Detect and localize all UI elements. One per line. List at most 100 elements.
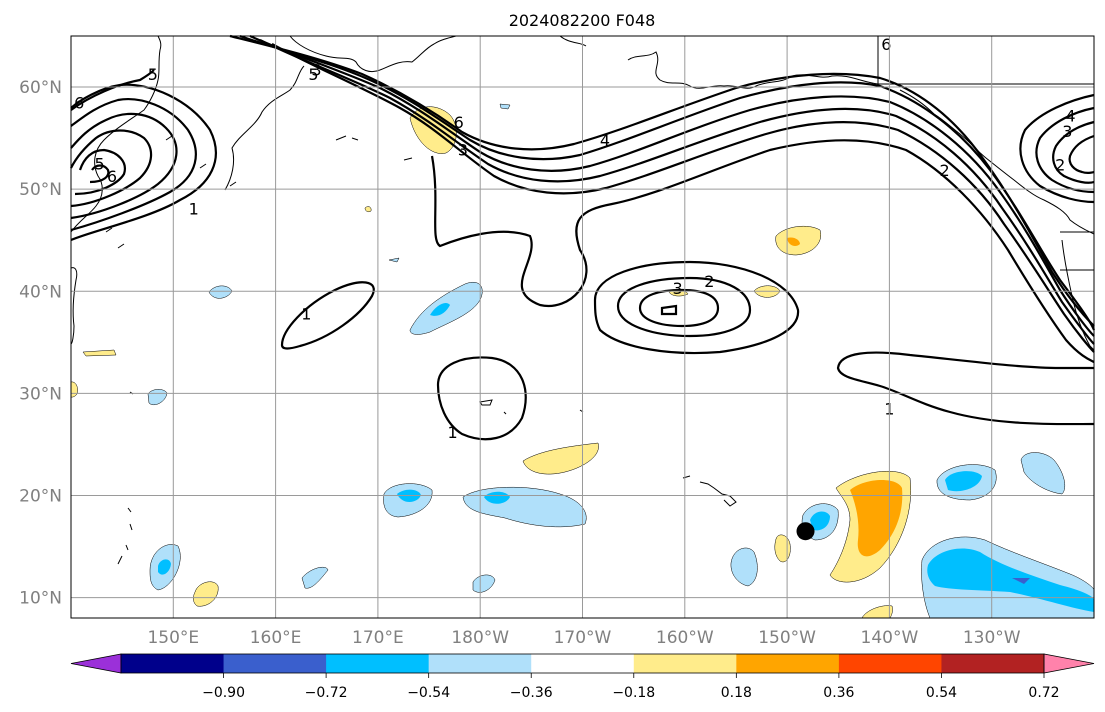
colorbar-segment — [838, 654, 942, 673]
colorbar-segment — [428, 654, 532, 673]
location-marker — [796, 522, 815, 541]
lat-lon-grid — [71, 36, 1094, 618]
chukotka-coast — [379, 35, 457, 71]
contour-label: 3 — [673, 279, 683, 298]
colorbar-tick-label: 0.18 — [721, 685, 752, 701]
colorbar-segment — [223, 654, 327, 673]
colorbar-tick-label: 0.72 — [1028, 685, 1059, 701]
contour-label: 2 — [940, 161, 950, 180]
contour-line — [280, 281, 375, 350]
negative-anomaly-core — [484, 491, 510, 504]
colorbar-extend-low — [70, 653, 122, 674]
contour-label: 6 — [881, 35, 891, 54]
map-title: 2024082200 F048 — [509, 11, 656, 30]
contour-line — [70, 83, 217, 242]
mariana-islands — [117, 507, 133, 565]
contour-line — [249, 34, 1095, 337]
kamchatka-peninsula-coast — [224, 65, 305, 191]
lon-label: 150°E — [147, 628, 199, 648]
contour-label: 4 — [1065, 107, 1075, 126]
lat-label: 60°N — [19, 78, 62, 98]
contour-line — [616, 276, 752, 338]
contour-line — [1068, 134, 1095, 174]
colorbar-segment — [736, 654, 840, 673]
contour-line — [593, 260, 800, 355]
midway-island — [479, 399, 493, 406]
negative-anomaly-area — [301, 567, 329, 589]
contour-line — [229, 34, 1095, 327]
contour-label: 2 — [1055, 156, 1065, 175]
positive-anomaly-area — [193, 581, 219, 607]
contour-label: 2 — [704, 272, 714, 291]
contour-line — [436, 356, 527, 441]
lat-label: 50°N — [19, 180, 62, 200]
height-contours — [70, 34, 1096, 441]
contour-line — [271, 43, 1095, 353]
contour-line — [430, 139, 1095, 363]
positive-anomaly-area — [522, 442, 599, 475]
asia-coast — [70, 267, 78, 345]
positive-anomaly-area — [774, 534, 791, 563]
colorbar-segment — [633, 654, 737, 673]
negative-anomaly-peak — [1012, 578, 1030, 584]
contour-label: 4 — [600, 131, 610, 150]
kamchatka-coast — [70, 35, 162, 233]
contour-line — [70, 98, 197, 232]
contour-label: 1 — [301, 305, 311, 324]
negative-anomaly-area — [730, 547, 758, 587]
negative-anomaly-core — [158, 559, 171, 575]
colorbar-segment — [121, 654, 225, 673]
contour-label: 1 — [447, 423, 457, 442]
contour-label: 6 — [74, 93, 84, 112]
contour-line — [74, 148, 126, 196]
colorbar-tick-label: −0.18 — [612, 685, 655, 701]
contour-label: 3 — [1062, 122, 1072, 141]
negative-anomaly-core — [810, 511, 830, 531]
latitude-labels: 10°N 20°N 30°N 40°N 50°N 60°N — [19, 78, 62, 609]
canada-border — [877, 36, 1094, 85]
alaska-south-coast — [627, 51, 879, 89]
negative-anomaly-core — [430, 303, 450, 316]
lon-label: 160°W — [656, 628, 714, 648]
contour-label: 5 — [148, 65, 158, 84]
lon-label: 170°E — [352, 628, 404, 648]
colorbar-tick-label: −0.72 — [305, 685, 348, 701]
lon-label: 150°W — [758, 628, 816, 648]
colorbar-segment — [941, 654, 1045, 673]
positive-anomaly-area — [82, 349, 117, 357]
colorbar-tick-label: 0.36 — [823, 685, 854, 701]
colorbar-tick-label: −0.36 — [510, 685, 553, 701]
lon-label: 130°W — [963, 628, 1021, 648]
contour-label: 5 — [95, 155, 105, 174]
contour-label: 6 — [454, 113, 464, 132]
lat-label: 30°N — [19, 384, 62, 404]
contour-label: 5 — [308, 65, 318, 84]
positive-anomaly-area — [861, 605, 893, 619]
contour-line — [1019, 93, 1095, 204]
negative-anomaly-area — [499, 103, 511, 110]
contour-line — [70, 129, 153, 208]
contour-label: 6 — [107, 167, 117, 186]
contour-label: 3 — [311, 61, 321, 80]
lon-label: 140°W — [861, 628, 919, 648]
kuril-islands — [105, 135, 237, 249]
location-marker-layer — [796, 522, 815, 541]
colorbar-extend-high — [1043, 653, 1095, 674]
lat-label: 20°N — [19, 486, 62, 506]
colorbar-tick-label: −0.54 — [407, 685, 450, 701]
longitude-labels: 150°E 160°E 170°E 180°W 170°W 160°W 150°W 140°W… — [147, 628, 1020, 648]
map-frame — [70, 35, 1095, 619]
contour-line — [70, 112, 178, 220]
positive-anomaly-area — [364, 206, 372, 213]
contour-line — [660, 304, 678, 316]
shaded-field — [70, 103, 1095, 619]
lon-label: 180°W — [451, 628, 509, 648]
colorbar-tick-label: 0.54 — [926, 685, 957, 701]
colorbar: −0.90 −0.72 −0.54 −0.36 −0.18 0.18 0.36 0.54 0.7… — [70, 653, 1095, 701]
asia-north-coast — [289, 35, 381, 73]
colorbar-frame — [120, 653, 1045, 674]
lat-label: 10°N — [19, 589, 62, 609]
lon-label: 170°W — [554, 628, 612, 648]
us-state-lines — [1060, 231, 1094, 271]
